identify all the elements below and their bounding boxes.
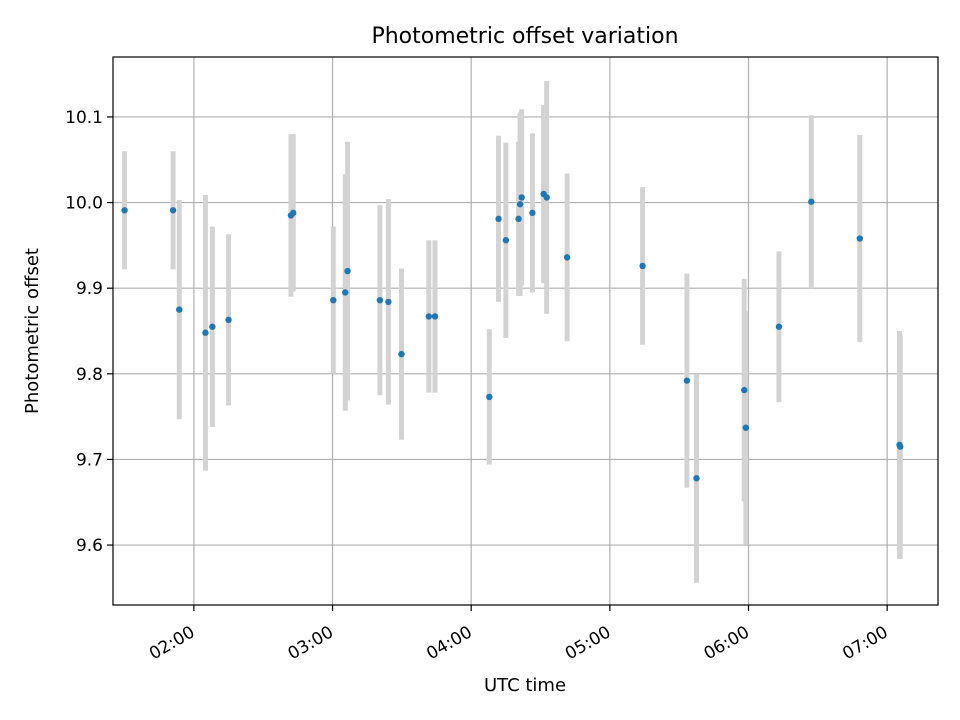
data-point [563, 254, 571, 261]
data-point [344, 267, 351, 275]
data-point [176, 306, 183, 313]
data-point [202, 329, 209, 336]
data-point [808, 198, 815, 205]
data-point [121, 207, 128, 214]
data-point [856, 235, 864, 242]
data-point [495, 215, 502, 223]
x-axis-label: UTC time [484, 675, 566, 696]
plot-frame [112, 56, 939, 606]
data-point [486, 393, 493, 401]
y-axis-label: Photometric offset [22, 248, 43, 414]
data-point [742, 424, 750, 431]
y-axis-ticks: 9.6 9.7 9.8 9.9 10.0 10.1 [65, 108, 113, 556]
data-point [639, 262, 646, 270]
y-tick-label: 10.0 [65, 194, 103, 214]
chart-title: Photometric offset variation [371, 24, 678, 49]
data-point [518, 194, 525, 201]
data-point [385, 298, 392, 306]
data-point [290, 209, 297, 217]
data-point [376, 296, 384, 304]
data-point [741, 386, 748, 394]
data-point [775, 323, 783, 330]
grid [113, 57, 938, 605]
y-tick-label: 9.6 [76, 536, 103, 556]
data-point [425, 313, 433, 320]
data-point [502, 237, 510, 244]
data-point [543, 194, 550, 201]
y-tick-label: 9.8 [76, 365, 103, 385]
data-point [330, 296, 337, 304]
data-point [169, 207, 177, 214]
data-point [516, 201, 524, 208]
data-point [342, 289, 349, 296]
y-tick-label: 10.1 [65, 108, 103, 128]
data-points [121, 190, 904, 482]
data-point [225, 316, 232, 324]
y-tick-label: 9.7 [76, 450, 103, 470]
data-point [897, 443, 904, 450]
data-point [209, 323, 216, 330]
data-point [683, 377, 691, 384]
data-point [398, 350, 405, 358]
data-point [529, 209, 536, 217]
y-tick-label: 9.9 [76, 279, 103, 299]
data-point [431, 313, 439, 320]
data-point [693, 475, 700, 482]
data-point [515, 215, 522, 223]
